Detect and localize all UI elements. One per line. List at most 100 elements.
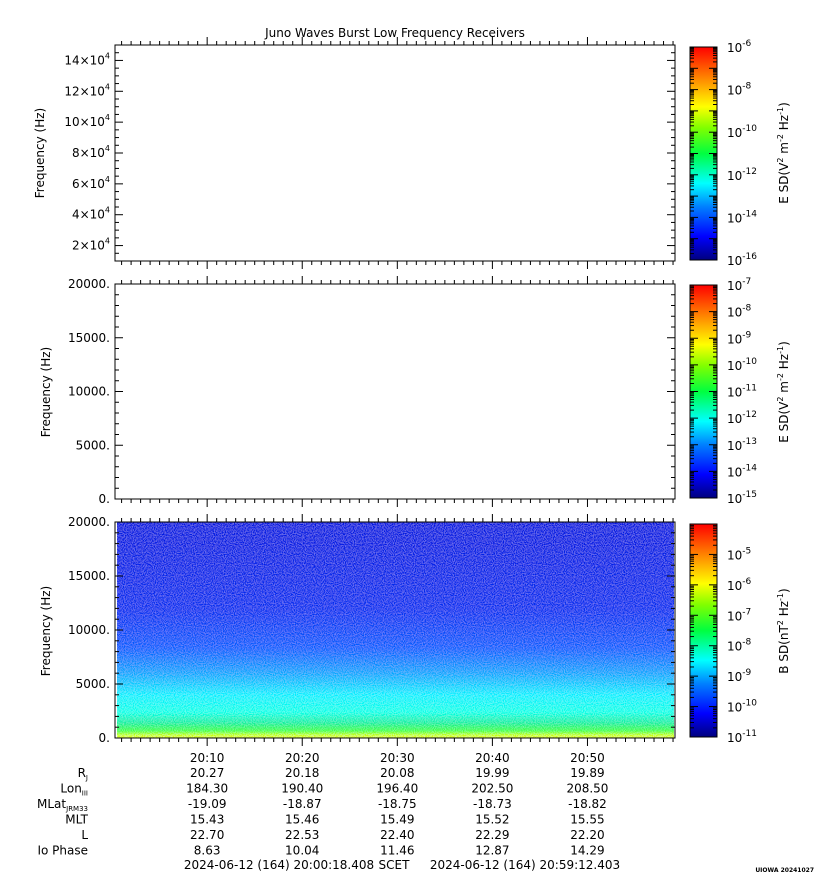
ephemeris-label: RJ: [78, 766, 88, 782]
y-tick-label: 20000.: [68, 515, 110, 529]
y-tick-label: 10000.: [68, 623, 110, 637]
ephemeris-value: 22.20: [570, 828, 604, 842]
xticklabels-bottom: 20:10 20:20 20:30 20:40 20:50: [190, 751, 605, 765]
ephemeris-label: MLT: [65, 813, 88, 827]
ticks-top: [115, 37, 675, 269]
ephemeris-value: 184.30: [186, 782, 228, 796]
colorbar-tick-label: 10-12: [727, 167, 757, 183]
ephemeris-value: 8.63: [194, 844, 221, 858]
colorbar-tick-label: 10-13: [727, 437, 757, 453]
colorbar-tick-label: 10-7: [727, 277, 751, 293]
ephemeris-label: MLatJRM33: [37, 797, 88, 813]
ephemeris-value: -18.82: [568, 797, 607, 811]
ephemeris-value: -18.73: [473, 797, 512, 811]
ylabel-middle: Frequency (Hz): [39, 347, 53, 438]
ephemeris-value: -18.87: [283, 797, 322, 811]
y-tick-label: 6×104: [72, 175, 110, 191]
colorbar-label-middle: E SD(V2 m-2 Hz-1): [776, 341, 791, 443]
colorbar-tick-label: 10-8: [727, 638, 752, 654]
ylabel-bottom: Frequency (Hz): [39, 586, 53, 677]
colorbar-tick-label: 10-16: [727, 252, 757, 268]
svg-text:E SD(V2 m-2 Hz-1): E SD(V2 m-2 Hz-1): [776, 341, 791, 443]
colorbar-label-bottom: B SD(nT2 Hz-1): [776, 588, 791, 673]
ephemeris-value: 190.40: [281, 782, 323, 796]
colorbar-tick-label: 10-15: [727, 490, 757, 506]
ephemeris-label: Io Phase: [37, 844, 88, 858]
yticklabels-middle: 0. 5000. 10000. 15000. 20000.: [68, 277, 110, 506]
ephemeris-value: 19.99: [475, 766, 509, 780]
footer-start: 2024-06-12 (164) 20:00:18.408: [184, 858, 374, 872]
x-tick-label: 20:50: [570, 751, 605, 765]
colorbar-tick-label: 10-11: [727, 384, 757, 400]
ephemeris-value: 202.50: [471, 782, 513, 796]
ephemeris-value: 20.27: [190, 766, 224, 780]
ephemeris-value: 15.43: [190, 813, 224, 827]
ephemeris-value: 15.46: [285, 813, 319, 827]
colorbar-tick-label: 10-8: [727, 304, 752, 320]
colorbar-tick-label: 10-14: [727, 209, 757, 225]
colorbar-tick-label: 10-7: [727, 607, 751, 623]
colorbar-tick-label: 10-11: [727, 729, 757, 745]
ephemeris-value: 208.50: [566, 782, 608, 796]
colorbar-ticks-bottom: 10-5 10-6 10-7 10-8 10-9 10-10 10-11: [690, 523, 757, 745]
y-tick-label: 15000.: [68, 331, 110, 345]
ephemeris-value: 19.89: [570, 766, 604, 780]
colorbar-bottom: [689, 523, 718, 738]
ephemeris-value: 196.40: [376, 782, 418, 796]
plot-area-top: [114, 44, 676, 262]
y-tick-label: 5000.: [76, 677, 110, 691]
ephemeris-value: 22.53: [285, 828, 319, 842]
spectrogram-bottom: [117, 522, 674, 738]
colorbar-tick-label: 10-10: [727, 357, 757, 373]
x-tick-label: 20:20: [285, 751, 320, 765]
ephemeris-value: -18.75: [378, 797, 417, 811]
yticklabels-bottom: 0. 5000. 10000. 15000. 20000.: [68, 515, 110, 745]
yticklabels-top: 2×104 4×104 6×104 8×104 10×104 12×104 14×104: [64, 51, 110, 252]
plot-area-middle: [114, 283, 676, 500]
x-tick-label: 20:30: [380, 751, 415, 765]
x-tick-label: 20:10: [190, 751, 225, 765]
y-tick-label: 4×104: [72, 206, 110, 222]
colorbar-tick-label: 10-9: [727, 668, 752, 684]
panel-bottom: Frequency (Hz) 0. 5000. 10000. 15000. 20000.…: [39, 514, 791, 765]
y-tick-label: 0.: [99, 731, 110, 745]
y-tick-label: 12×104: [64, 82, 110, 98]
ephemeris-value: 10.04: [285, 844, 319, 858]
ylabel-top: Frequency (Hz): [33, 108, 47, 199]
ephemeris-value: 15.52: [475, 813, 509, 827]
ephemeris-value: 15.49: [380, 813, 414, 827]
ephemeris-value: 22.40: [380, 828, 414, 842]
svg-text:E SD(V2 m-2 Hz-1): E SD(V2 m-2 Hz-1): [776, 102, 791, 204]
ephemeris-label: LonIII: [60, 782, 88, 798]
y-tick-label: 15000.: [68, 569, 110, 583]
ephemeris-value: 20.08: [380, 766, 414, 780]
colorbar-tick-label: 10-5: [727, 546, 751, 562]
ephemeris-value: 20.18: [285, 766, 319, 780]
ephemeris-label: L: [81, 828, 88, 842]
colorbar-tick-label: 10-9: [727, 330, 752, 346]
y-tick-label: 14×104: [64, 51, 110, 67]
ephemeris-value: 22.29: [475, 828, 509, 842]
chart-title: Juno Waves Burst Low Frequency Receivers: [264, 26, 525, 40]
colorbar-label-top: E SD(V2 m-2 Hz-1): [776, 102, 791, 204]
colorbar-tick-label: 10-10: [727, 699, 757, 715]
ephemeris-value: 15.55: [570, 813, 604, 827]
panel-middle: Frequency (Hz) 0. 5000. 10000. 15000. 20000.…: [39, 276, 791, 507]
colorbar-tick-label: 10-8: [727, 82, 752, 98]
panel-top: Frequency (Hz) 2×104 4×104 6×104 8×104 10×10…: [33, 37, 791, 269]
y-tick-label: 0.: [99, 492, 110, 506]
y-tick-label: 8×104: [72, 144, 110, 160]
y-tick-label: 20000.: [68, 277, 110, 291]
colorbar-tick-label: 10-12: [727, 410, 757, 426]
ephemeris-value: 12.87: [475, 844, 509, 858]
colorbar-tick-label: 10-6: [727, 39, 752, 55]
footer-end: 2024-06-12 (164) 20:59:12.403: [430, 858, 620, 872]
colorbar-tick-label: 10-10: [727, 124, 757, 140]
ephemeris-value: -19.09: [188, 797, 227, 811]
y-tick-label: 2×104: [72, 237, 110, 253]
ticks-middle: [115, 276, 675, 507]
ephemeris-value: 14.29: [570, 844, 604, 858]
y-tick-label: 5000.: [76, 438, 110, 452]
colorbar-tick-label: 10-14: [727, 463, 757, 479]
